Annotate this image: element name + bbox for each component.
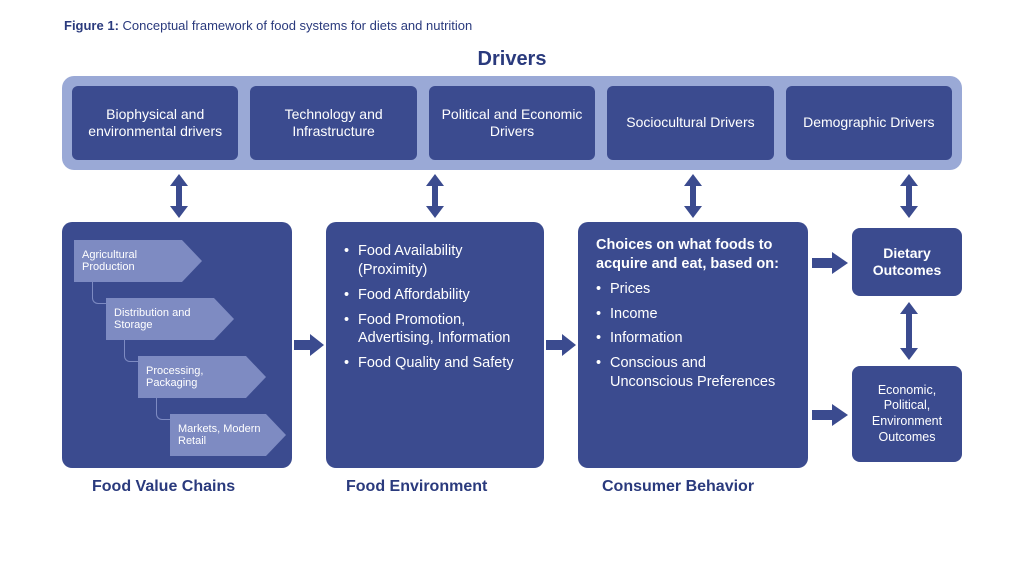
other-outcomes-box: Economic, Political, Environment Outcome… <box>852 366 962 462</box>
chain-step-label: Agricultural Production <box>82 249 170 273</box>
chain-step: Distribution and Storage <box>106 298 214 340</box>
chain-step-label: Processing, Packaging <box>146 365 234 389</box>
outcomes-label: Economic, Political, Environment Outcome… <box>858 383 956 446</box>
list-item: Conscious and Unconscious Preferences <box>596 354 790 392</box>
figure-caption-prefix: Figure 1: <box>64 18 119 33</box>
list-item: Food Availability (Proximity) <box>344 242 526 280</box>
module-label: Food Environment <box>346 478 487 496</box>
list-item: Prices <box>596 280 790 299</box>
list-item: Food Quality and Safety <box>344 354 526 373</box>
double-arrow-vertical-icon <box>168 174 190 218</box>
arrow-right-icon <box>812 252 848 274</box>
chain-link-icon <box>92 282 106 304</box>
food-environment-list: Food Availability (Proximity) Food Affor… <box>344 242 526 373</box>
list-item: Food Affordability <box>344 286 526 305</box>
arrow-right-icon <box>812 404 848 426</box>
consumer-list: Prices Income Information Conscious and … <box>596 280 790 392</box>
consumer-behavior-box: Choices on what foods to acquire and eat… <box>578 222 808 468</box>
driver-box: Biophysical and environmental drivers <box>72 86 238 160</box>
chain-step: Agricultural Production <box>74 240 182 282</box>
outcomes-label: Dietary Outcomes <box>852 245 962 279</box>
food-value-chains-box: Agricultural Production Distribution and… <box>62 222 292 468</box>
driver-label: Sociocultural Drivers <box>626 114 754 132</box>
chain-arrow-tip <box>182 240 202 282</box>
chain-arrow-tip <box>214 298 234 340</box>
list-item: Food Promotion, Advertising, Information <box>344 311 526 349</box>
driver-label: Demographic Drivers <box>803 114 934 132</box>
double-arrow-vertical-icon <box>898 302 920 360</box>
driver-box: Political and Economic Drivers <box>429 86 595 160</box>
driver-label: Technology and Infrastructure <box>256 106 410 141</box>
chain-link-icon <box>124 340 138 362</box>
drivers-heading: Drivers <box>0 48 1024 71</box>
consumer-lead: Choices on what foods to acquire and eat… <box>596 236 790 274</box>
dietary-outcomes-box: Dietary Outcomes <box>852 228 962 296</box>
chain-link-icon <box>156 398 170 420</box>
chain-step-label: Markets, Modern Retail <box>178 423 262 447</box>
module-label: Food Value Chains <box>92 478 235 496</box>
drivers-band: Biophysical and environmental drivers Te… <box>62 76 962 170</box>
driver-box: Sociocultural Drivers <box>607 86 773 160</box>
double-arrow-vertical-icon <box>898 174 920 218</box>
driver-box: Demographic Drivers <box>786 86 952 160</box>
double-arrow-vertical-icon <box>424 174 446 218</box>
driver-label: Political and Economic Drivers <box>435 106 589 141</box>
driver-label: Biophysical and environmental drivers <box>78 106 232 141</box>
value-chain: Agricultural Production Distribution and… <box>62 222 292 468</box>
food-environment-box: Food Availability (Proximity) Food Affor… <box>326 222 544 468</box>
list-item: Income <box>596 305 790 324</box>
chain-step: Processing, Packaging <box>138 356 246 398</box>
arrow-right-icon <box>294 334 324 356</box>
chain-step-label: Distribution and Storage <box>114 307 202 331</box>
list-item: Information <box>596 329 790 348</box>
chain-arrow-tip <box>246 356 266 398</box>
chain-step: Markets, Modern Retail <box>170 414 266 456</box>
figure-caption-text: Conceptual framework of food systems for… <box>119 18 472 33</box>
driver-box: Technology and Infrastructure <box>250 86 416 160</box>
module-label: Consumer Behavior <box>602 478 754 496</box>
chain-arrow-tip <box>266 414 286 456</box>
figure-caption: Figure 1: Conceptual framework of food s… <box>64 18 472 33</box>
arrow-right-icon <box>546 334 576 356</box>
double-arrow-vertical-icon <box>682 174 704 218</box>
